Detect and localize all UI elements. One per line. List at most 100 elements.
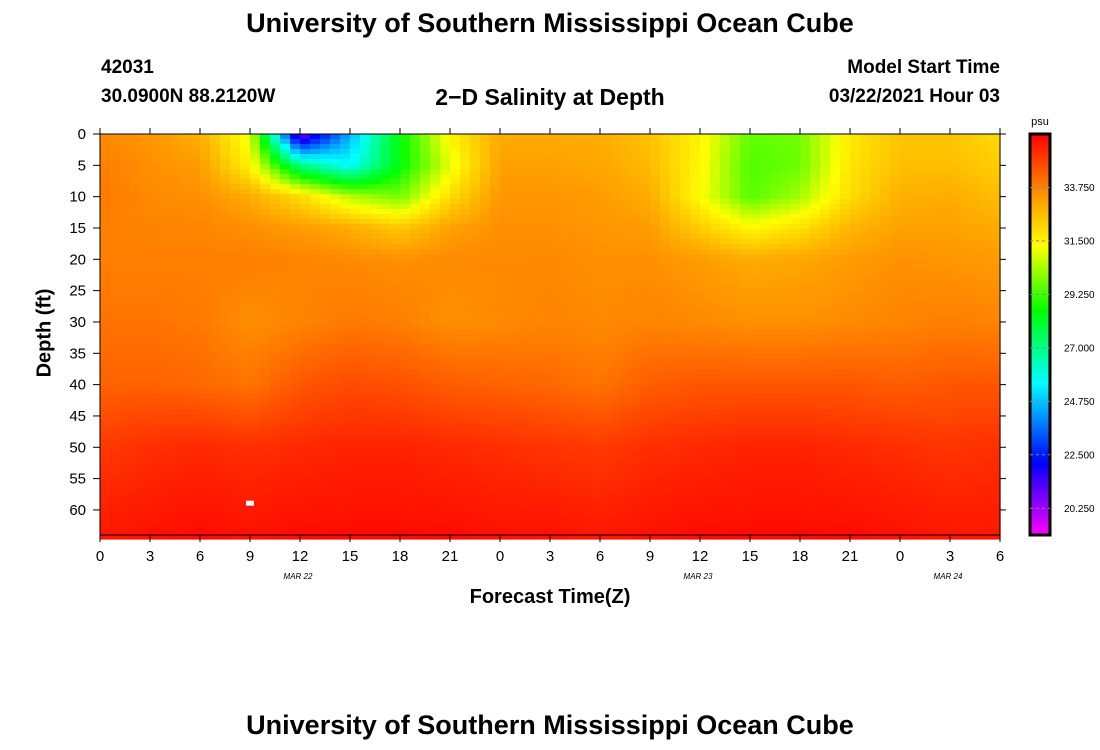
heatmap-cell [890, 159, 901, 165]
heatmap-cell [280, 264, 291, 270]
heatmap-cell [880, 334, 891, 340]
heatmap-cell [710, 194, 721, 200]
heatmap-cell [360, 334, 371, 340]
heatmap-cell [510, 379, 521, 385]
heatmap-cell [680, 169, 691, 175]
heatmap-cell [270, 234, 281, 240]
heatmap-cell [700, 264, 711, 270]
heatmap-cell [250, 219, 261, 225]
heatmap-cell [450, 309, 461, 315]
heatmap-cell [300, 294, 311, 300]
heatmap-cell [930, 144, 941, 150]
heatmap-cell [790, 269, 801, 275]
heatmap-cell [740, 309, 751, 315]
heatmap-cell [480, 314, 491, 320]
heatmap-cell [300, 334, 311, 340]
heatmap-cell [120, 169, 131, 175]
heatmap-cell [380, 384, 391, 390]
heatmap-cell [390, 269, 401, 275]
heatmap-cell [430, 154, 441, 160]
heatmap-cell [510, 299, 521, 305]
heatmap-cell [550, 184, 561, 190]
heatmap-cell [820, 259, 831, 265]
heatmap-cell [430, 399, 441, 405]
heatmap-cell [260, 234, 271, 240]
heatmap-cell [180, 394, 191, 400]
heatmap-cell [760, 229, 771, 235]
heatmap-cell [280, 319, 291, 325]
heatmap-cell [490, 254, 501, 260]
heatmap-cell [810, 274, 821, 280]
heatmap-cell [450, 324, 461, 330]
heatmap-cell [600, 304, 611, 310]
heatmap-cell [340, 394, 351, 400]
heatmap-cell [610, 309, 621, 315]
heatmap-cell [170, 159, 181, 165]
heatmap-cell [580, 384, 591, 390]
heatmap-cell [480, 264, 491, 270]
heatmap-cell [430, 269, 441, 275]
heatmap-cell [120, 274, 131, 280]
heatmap-cell [340, 204, 351, 210]
heatmap-cell [460, 354, 471, 360]
heatmap-cell [530, 304, 541, 310]
heatmap-cell [640, 319, 651, 325]
heatmap-cell [750, 329, 761, 335]
heatmap-cell [740, 404, 751, 410]
heatmap-cell [620, 334, 631, 340]
heatmap-cell [240, 304, 251, 310]
heatmap-cell [410, 289, 421, 295]
heatmap-cell [810, 284, 821, 290]
heatmap-cell [700, 394, 711, 400]
heatmap-cell [350, 174, 361, 180]
heatmap-cell [490, 169, 501, 175]
heatmap-cell [460, 164, 471, 170]
heatmap-cell [490, 279, 501, 285]
heatmap-cell [950, 334, 961, 340]
heatmap-cell [690, 259, 701, 265]
heatmap-cell [100, 379, 111, 385]
heatmap-cell [760, 394, 771, 400]
heatmap-cell [990, 139, 1001, 145]
heatmap-cell [190, 269, 201, 275]
heatmap-cell [500, 324, 511, 330]
heatmap-cell [230, 229, 241, 235]
heatmap-cell [370, 409, 381, 415]
heatmap-cell [360, 354, 371, 360]
heatmap-cell [660, 324, 671, 330]
heatmap-cell [720, 149, 731, 155]
heatmap-cell [970, 219, 981, 225]
heatmap-cell [990, 374, 1001, 380]
heatmap-cell [100, 409, 111, 415]
heatmap-cell [370, 154, 381, 160]
heatmap-cell [650, 139, 661, 145]
heatmap-cell [600, 339, 611, 345]
heatmap-cell [670, 209, 681, 215]
heatmap-cell [570, 234, 581, 240]
heatmap-cell [250, 159, 261, 165]
heatmap-cell [890, 304, 901, 310]
heatmap-cell [540, 244, 551, 250]
heatmap-cell [920, 314, 931, 320]
heatmap-cell [530, 269, 541, 275]
heatmap-cell [370, 364, 381, 370]
heatmap-cell [120, 149, 131, 155]
heatmap-cell [700, 274, 711, 280]
heatmap-cell [560, 209, 571, 215]
heatmap-cell [770, 339, 781, 345]
heatmap-cell [750, 349, 761, 355]
heatmap-cell [420, 174, 431, 180]
heatmap-cell [400, 359, 411, 365]
heatmap-cell [610, 344, 621, 350]
heatmap-cell [830, 359, 841, 365]
heatmap-cell [220, 179, 231, 185]
heatmap-cell [960, 379, 971, 385]
heatmap-cell [130, 339, 141, 345]
heatmap-cell [730, 249, 741, 255]
heatmap-cell [700, 334, 711, 340]
heatmap-cell [360, 234, 371, 240]
heatmap-cell [290, 269, 301, 275]
heatmap-cell [450, 214, 461, 220]
heatmap-cell [950, 189, 961, 195]
heatmap-cell [110, 149, 121, 155]
